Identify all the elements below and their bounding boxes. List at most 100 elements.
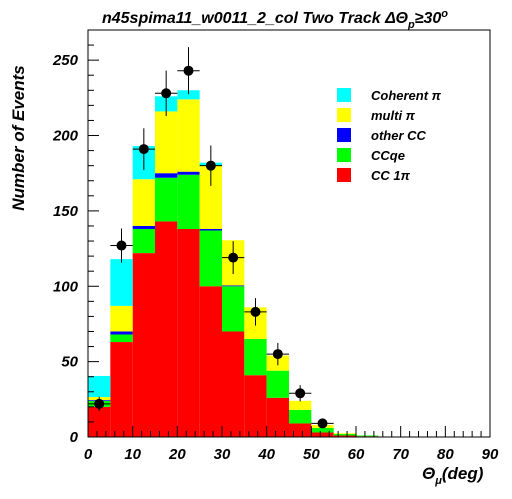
legend-swatch [337, 168, 351, 182]
bar-segment-1-8 [266, 370, 289, 398]
x-tick-label: 10 [124, 446, 141, 463]
data-marker [205, 160, 216, 171]
bar-segment-4-1 [110, 259, 133, 306]
data-point-4 [177, 47, 200, 95]
y-tick-label: 200 [52, 128, 79, 145]
bar-segment-3-2 [132, 179, 155, 226]
y-tick-label: 150 [53, 203, 79, 220]
bar-segment-2-1 [110, 331, 133, 335]
bar-segment-1-4 [177, 174, 200, 229]
bar-segment-1-3 [155, 177, 178, 222]
bar-segment-2-5 [199, 228, 222, 231]
bar-segment-1-2 [132, 228, 155, 254]
bar-segment-4-0 [88, 375, 111, 398]
x-tick-label: 40 [257, 446, 275, 463]
bar-segment-1-1 [110, 334, 133, 343]
legend-label: Coherent π [371, 88, 442, 103]
bar-segment-1-12 [356, 435, 379, 437]
data-marker [250, 306, 261, 317]
data-marker [161, 88, 172, 99]
x-tick-label: 30 [214, 446, 231, 463]
legend-swatch [337, 108, 351, 122]
bar-segment-4-4 [177, 90, 200, 100]
bar-segment-3-9 [289, 400, 312, 410]
data-marker [228, 252, 239, 263]
bar-segment-0-9 [289, 423, 312, 437]
data-marker [116, 240, 127, 251]
y-axis-ticks: 0 50 100 150 200 250 [52, 29, 99, 446]
bar-segment-3-4 [177, 99, 200, 172]
plot-frame [87, 29, 491, 438]
bar-segment-3-1 [110, 305, 133, 332]
bar-segment-0-10 [311, 432, 334, 437]
bar-segment-0-0 [88, 406, 111, 437]
x-axis-ticks: 0 10 20 30 40 50 60 70 80 90 [84, 426, 499, 463]
bar-segment-0-4 [177, 228, 200, 437]
bar-segment-3-11 [333, 433, 356, 434]
bar-segment-3-5 [199, 165, 222, 229]
y-tick-label: 250 [52, 52, 79, 69]
bar-segment-0-1 [110, 342, 133, 437]
x-tick-label: 70 [392, 446, 409, 463]
x-axis-label: Θμ(deg) [422, 464, 484, 487]
chart-title-main: n45spima11_w0011_2_col Two Track ΔΘ [102, 10, 409, 27]
x-tick-label: 80 [437, 446, 454, 463]
stacked-bars [88, 90, 379, 437]
legend-label: other CC [371, 128, 427, 143]
legend-label: CCqe [371, 148, 405, 163]
legend-swatch [337, 148, 351, 162]
x-axis-label-subscript: μ [434, 475, 442, 487]
data-point-9 [289, 385, 312, 402]
chart-title-superscript: o [441, 8, 448, 20]
bar-segment-2-2 [132, 225, 155, 229]
bar-segment-0-8 [266, 397, 289, 437]
x-tick-label: 60 [348, 446, 365, 463]
bar-segment-2-6 [222, 285, 245, 287]
data-marker [94, 398, 105, 409]
y-tick-label: 50 [61, 354, 78, 371]
y-tick-label: 0 [70, 429, 79, 446]
legend: Coherent π multi π other CC CCqe CC 1π [337, 88, 442, 183]
bar-segment-1-9 [289, 409, 312, 424]
chart-title-suffix: ≥30 [415, 10, 442, 27]
data-marker [183, 65, 194, 76]
bar-segment-3-3 [155, 111, 178, 174]
bar-segment-0-3 [155, 221, 178, 437]
bar-segment-0-6 [222, 331, 245, 437]
chart-title: n45spima11_w0011_2_col Two Track ΔΘp≥30o [102, 8, 448, 31]
x-axis-label-main: Θ [422, 464, 435, 483]
legend-label: multi π [371, 108, 416, 123]
data-point-8 [266, 342, 289, 366]
bar-segment-1-11 [333, 433, 356, 436]
data-marker [138, 144, 149, 155]
bar-segment-0-7 [244, 375, 267, 437]
bar-segment-1-7 [244, 339, 267, 376]
legend-swatch [337, 88, 351, 102]
bar-segment-1-10 [311, 427, 334, 433]
x-tick-label: 90 [482, 446, 499, 463]
data-marker [295, 388, 306, 399]
data-point-3 [155, 70, 178, 117]
data-point-5 [199, 145, 222, 186]
data-point-2 [132, 128, 155, 170]
bar-segment-0-2 [132, 253, 155, 437]
x-tick-label: 20 [168, 446, 186, 463]
data-point-7 [244, 298, 267, 326]
data-point-1 [110, 228, 133, 263]
data-points [88, 47, 334, 429]
data-marker [317, 418, 328, 429]
bar-segment-2-3 [155, 173, 178, 178]
x-tick-label: 0 [84, 446, 93, 463]
chart-title-subscript: p [407, 19, 415, 31]
bar-segment-1-5 [199, 230, 222, 287]
legend-label: CC 1π [371, 168, 411, 183]
bar-segment-1-6 [222, 286, 245, 332]
data-marker [272, 349, 283, 360]
bar-segment-0-11 [333, 435, 356, 437]
data-point-10 [311, 418, 334, 429]
legend-swatch [337, 128, 351, 142]
x-axis-label-suffix: (deg) [442, 464, 484, 483]
x-tick-label: 50 [303, 446, 320, 463]
data-point-6 [222, 241, 245, 275]
